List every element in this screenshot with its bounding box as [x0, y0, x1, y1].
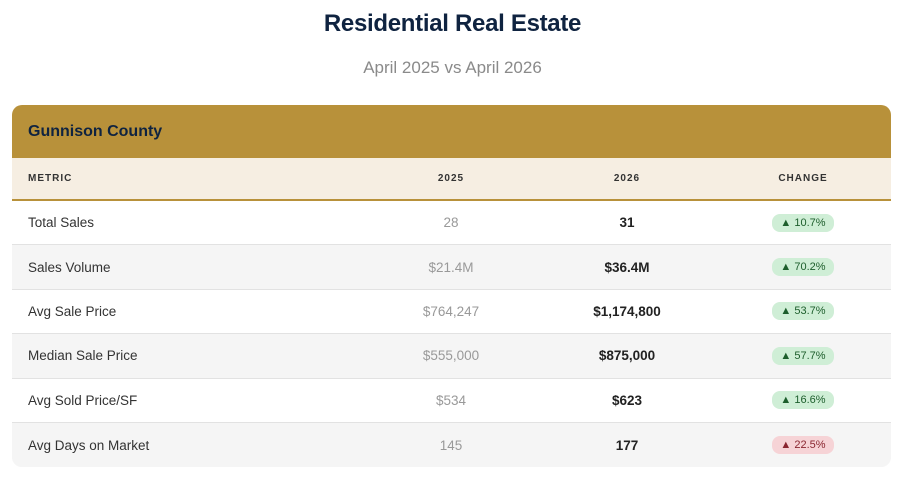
table-row: Avg Sold Price/SF $534 $623 ▲ 16.6%	[12, 378, 891, 423]
metric-label: Avg Sale Price	[28, 303, 117, 319]
value-2026: $1,174,800	[593, 303, 661, 319]
value-2025: $21.4M	[428, 259, 474, 275]
value-2026: $875,000	[598, 348, 656, 364]
change-badge: ▲ 53.7%	[772, 302, 834, 321]
table-header: METRIC 2025 2026 CHANGE	[12, 158, 891, 201]
value-2025: $764,247	[422, 303, 480, 319]
county-title: Gunnison County	[28, 122, 163, 140]
change-badge: ▲ 10.7%	[772, 213, 834, 232]
value-2026: 31	[619, 215, 635, 231]
value-2025: $534	[435, 392, 467, 408]
page-title: Residential Real Estate	[323, 10, 582, 37]
change-badge: ▲ 57.7%	[772, 346, 834, 365]
table-row: Avg Sale Price $764,247 $1,174,800 ▲ 53.…	[12, 289, 891, 335]
change-badge: ▲ 70.2%	[772, 258, 834, 277]
change-badge: ▲ 16.6%	[772, 391, 834, 410]
table-row: Total Sales 28 31 ▲ 10.7%	[12, 201, 891, 246]
stats-card: Gunnison County METRIC 2025 2026 CHANGE …	[12, 105, 891, 467]
value-2025: $555,000	[422, 348, 480, 364]
page-subtitle: April 2025 vs April 2026	[363, 58, 542, 77]
metric-label: Avg Days on Market	[28, 437, 150, 453]
column-header-2026: 2026	[613, 173, 641, 184]
value-2026: $623	[611, 392, 643, 408]
metric-label: Avg Sold Price/SF	[28, 392, 138, 408]
metric-label: Total Sales	[28, 215, 95, 231]
table-row: Avg Days on Market 145 177 ▲ 22.5%	[12, 422, 891, 467]
metric-label: Sales Volume	[28, 259, 111, 275]
value-2026: $36.4M	[604, 259, 650, 275]
metric-label: Median Sale Price	[28, 348, 138, 364]
column-header-2025: 2025	[437, 173, 465, 184]
column-header-metric: METRIC	[28, 173, 73, 184]
value-2026: 177	[615, 437, 639, 453]
table-row: Median Sale Price $555,000 $875,000 ▲ 57…	[12, 334, 891, 379]
value-2025: 145	[439, 437, 463, 453]
column-header-change: CHANGE	[778, 173, 828, 184]
change-badge: ▲ 22.5%	[772, 436, 834, 455]
table-row: Sales Volume $21.4M $36.4M ▲ 70.2%	[12, 245, 891, 290]
card-header: Gunnison County	[12, 105, 891, 158]
value-2025: 28	[443, 215, 459, 231]
